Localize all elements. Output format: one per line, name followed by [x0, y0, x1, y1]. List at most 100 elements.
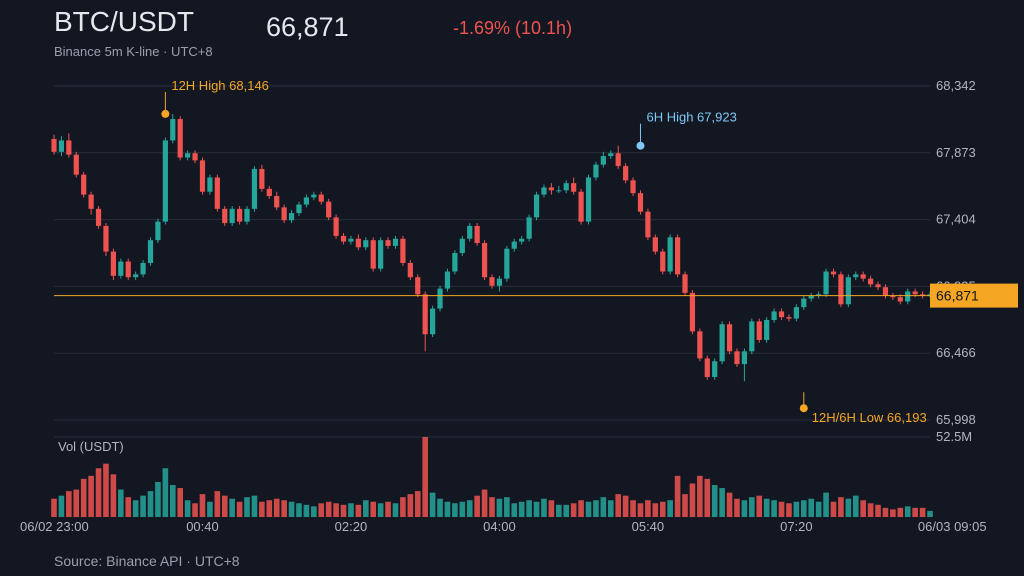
candle-body — [912, 291, 918, 295]
candle-body — [793, 307, 799, 319]
candle-body — [118, 261, 124, 276]
volume-bar — [645, 500, 651, 517]
volume-bar — [118, 489, 124, 517]
volume-bar — [682, 494, 688, 517]
candle-body — [370, 240, 376, 269]
candle-body — [288, 213, 295, 221]
volume-bar — [734, 498, 740, 517]
volume-bar — [229, 498, 235, 517]
candle-body — [452, 253, 458, 272]
volume-bar — [177, 488, 184, 517]
candle-body — [318, 194, 324, 202]
volume-bar — [437, 498, 443, 517]
volume-bar — [771, 500, 777, 517]
volume-bar — [288, 501, 295, 517]
candle-body — [140, 262, 146, 275]
candle-body — [333, 217, 339, 236]
volume-bar — [266, 500, 273, 517]
candle-body — [533, 194, 540, 218]
volume-bar — [110, 474, 117, 517]
candle-body — [585, 177, 592, 222]
volume-bar — [741, 500, 748, 517]
last-price-tag — [930, 283, 1018, 308]
volume-bar — [370, 501, 377, 517]
candle-body — [682, 274, 688, 293]
candle-body — [214, 177, 220, 209]
candle-body — [600, 156, 606, 165]
volume-bar — [912, 507, 918, 517]
candle-body — [845, 277, 851, 305]
volume-bar — [704, 478, 711, 517]
last-price-tag-label: 66,871 — [936, 288, 979, 304]
volume-bar — [867, 503, 874, 517]
6h-high-label: 6H High 67,923 — [646, 110, 736, 125]
candle-body — [340, 235, 347, 242]
candle-body — [170, 119, 176, 141]
candle-body — [667, 237, 673, 272]
candle-body — [823, 271, 829, 295]
candle-body — [66, 140, 72, 155]
volume-bar — [882, 507, 889, 517]
volume-bar — [51, 498, 57, 517]
candle-body — [415, 277, 421, 295]
volume-bar — [199, 494, 206, 517]
volume-bar — [890, 509, 896, 517]
candle-body — [95, 208, 102, 226]
candle-body — [251, 168, 258, 209]
candle-body — [326, 201, 332, 218]
candle-body — [378, 240, 384, 269]
candle-body — [147, 240, 154, 263]
low-label: 12H/6H Low 66,193 — [812, 410, 927, 425]
candle-body — [808, 295, 814, 299]
volume-bar — [860, 500, 866, 517]
candle-body — [541, 187, 547, 195]
candle-body — [355, 238, 361, 248]
candle-body — [726, 324, 733, 352]
candle-body — [407, 262, 413, 278]
volume-bar — [793, 501, 800, 517]
volume-bar — [377, 503, 384, 517]
candle-body — [504, 248, 510, 279]
volume-bar — [667, 500, 673, 517]
candle-body — [474, 225, 480, 244]
candle-body — [578, 191, 584, 222]
candle-body — [652, 237, 658, 252]
candle-body — [882, 287, 889, 296]
candle-body — [363, 240, 369, 248]
volume-bar — [392, 503, 399, 517]
volume-bar — [221, 495, 228, 517]
volume-bar — [132, 500, 139, 517]
volume-bar — [333, 503, 339, 517]
candle-body — [430, 308, 436, 335]
candle-body — [712, 361, 718, 377]
candle-body — [229, 208, 235, 224]
volume-bar — [518, 501, 525, 517]
candle-body — [645, 211, 651, 238]
volume-bar — [169, 485, 176, 517]
low-marker-dot — [799, 404, 808, 413]
volume-bar — [214, 491, 221, 517]
volume-bar — [125, 497, 132, 517]
candle-body — [467, 225, 473, 239]
candle-body — [444, 271, 451, 289]
volume-bar — [756, 495, 763, 517]
volume-bar — [296, 503, 302, 517]
volume-bar — [585, 501, 592, 517]
candle-body — [571, 183, 577, 192]
volume-bar — [726, 492, 733, 517]
volume-bar — [340, 504, 347, 517]
candle-body — [556, 190, 562, 192]
candle-body — [348, 238, 354, 242]
y-tick-label: 67,404 — [936, 212, 976, 227]
volume-bar — [548, 500, 555, 517]
volume-bar — [808, 498, 815, 517]
candle-body — [103, 225, 109, 252]
candle-body — [897, 297, 903, 302]
volume-bar — [563, 504, 570, 517]
candle-body — [630, 180, 636, 194]
candle-body — [51, 139, 57, 152]
candle-body — [890, 295, 896, 298]
candle-body — [771, 311, 777, 320]
candle-body — [704, 358, 710, 377]
volume-bar — [140, 495, 146, 517]
